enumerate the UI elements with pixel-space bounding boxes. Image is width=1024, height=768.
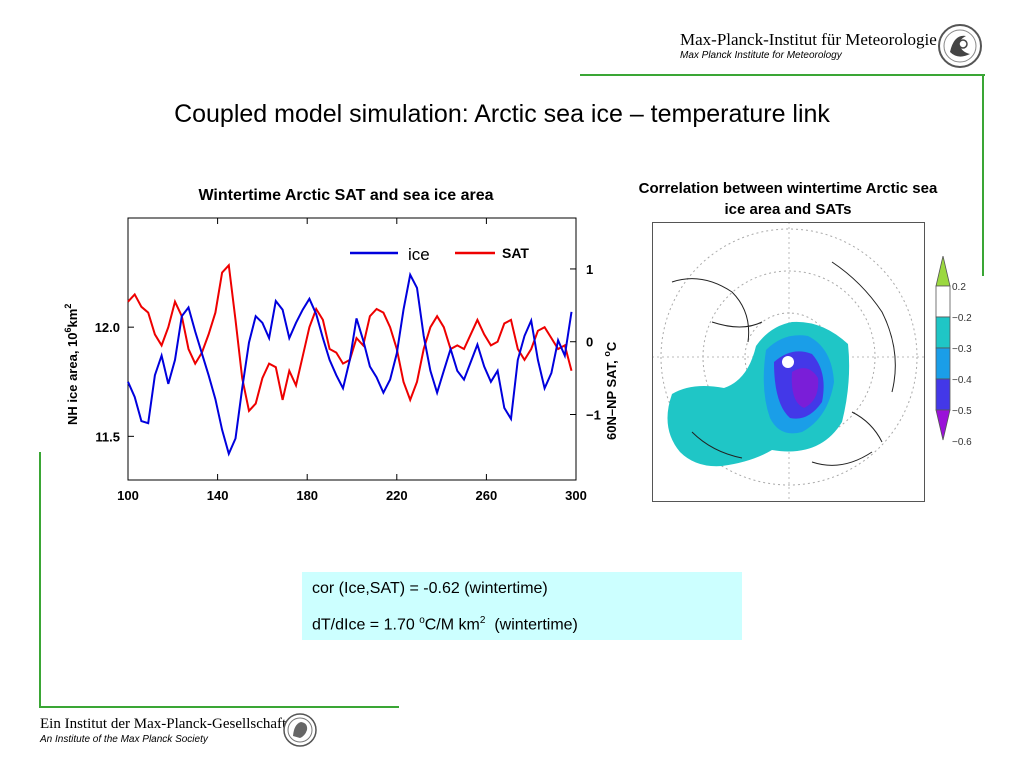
- x-tick-label: 260: [476, 488, 498, 500]
- header-rule-line: [580, 74, 985, 76]
- society-name-en: An Institute of the Max Planck Society: [40, 734, 208, 745]
- map-title: Correlation between wintertime Arctic se…: [638, 180, 938, 218]
- left-rule-line: [39, 452, 41, 708]
- correlation-value-text: cor (Ice,SAT) = -0.62 (wintertime): [312, 580, 548, 597]
- x-tick-label: 140: [207, 488, 229, 500]
- legend-ice-label: ice: [408, 245, 430, 264]
- right-axis-ticks: 1 0 −1: [570, 262, 601, 423]
- colorbar-label: −0.4: [952, 375, 972, 386]
- right-tick-label: 1: [586, 262, 593, 277]
- ice-series-line: [127, 271, 573, 457]
- correlation-map: [652, 222, 925, 502]
- left-tick-label: 11.5: [95, 429, 120, 444]
- colorbar-label: −0.2: [952, 313, 972, 324]
- coastlines: [671, 261, 896, 466]
- sensitivity-value-text: dT/dIce = 1.70 oC/M km2 (wintertime): [312, 615, 578, 634]
- colorbar-label: −0.6: [952, 437, 972, 448]
- colorbar-band: [935, 347, 951, 380]
- chart-legend: ice SAT: [350, 245, 529, 264]
- institute-name-de: Max-Planck-Institut für Meteorologie: [680, 30, 937, 49]
- line-chart-title: Wintertime Arctic SAT and sea ice area: [198, 187, 494, 204]
- colorbar-band: [935, 316, 951, 349]
- legend-sat-label: SAT: [502, 245, 529, 261]
- society-name-de: Ein Institut der Max-Planck-Gesellschaft: [40, 716, 287, 732]
- left-axis-ticks: 12.0 11.5: [95, 320, 134, 444]
- right-tick-label: 0: [586, 335, 593, 350]
- x-tick-label: 300: [565, 488, 587, 500]
- slide-title: Coupled model simulation: Arctic sea ice…: [174, 100, 830, 128]
- colorbar-label: −0.3: [952, 344, 972, 355]
- colorbar: 0.2 −0.2 −0.3 −0.4 −0.5 −0.6: [935, 256, 972, 448]
- corr-region-05: [791, 368, 819, 408]
- colorbar-band: [935, 378, 951, 411]
- latitude-circle-mid: [702, 270, 876, 444]
- colorbar-label: 0.2: [952, 282, 966, 293]
- x-tick-label: 220: [386, 488, 408, 500]
- colorbar-band: [935, 285, 951, 318]
- colorbar-top-triangle: [935, 256, 951, 287]
- minerva-seal-icon: [283, 713, 317, 747]
- left-axis-label: NH ice area, 106km2: [63, 304, 80, 425]
- footer-rule-line: [39, 706, 399, 708]
- institute-name-en: Max Planck Institute for Meteorology: [680, 50, 842, 61]
- x-tick-label: 180: [296, 488, 318, 500]
- colorbar-bottom-triangle: [935, 409, 951, 441]
- line-chart: 100 140 180 220 260 300 12.0 11.5 1 0 −1 ice SAT…: [63, 217, 619, 500]
- mpi-meteorology-logo-icon: [938, 24, 982, 68]
- north-pole-marker: [782, 356, 794, 368]
- colorbar-label: −0.5: [952, 406, 972, 417]
- x-axis-ticks: 100 140 180 220 260 300: [117, 218, 587, 500]
- x-tick-label: 100: [117, 488, 139, 500]
- map-fields: [653, 223, 925, 502]
- right-axis-label: 60N–NP SAT, oC: [602, 341, 619, 440]
- correlation-info-box: cor (Ice,SAT) = -0.62 (wintertime) dT/dI…: [302, 572, 742, 640]
- right-rule-line: [982, 74, 984, 276]
- left-tick-label: 12.0: [95, 320, 120, 335]
- right-tick-label: −1: [586, 408, 601, 423]
